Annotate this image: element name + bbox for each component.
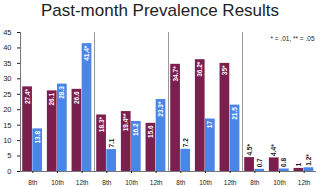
svg-text:17: 17 xyxy=(206,121,213,129)
svg-text:8th: 8th xyxy=(28,179,37,185)
svg-text:35*: 35* xyxy=(221,65,228,75)
svg-text:12th: 12th xyxy=(298,179,311,185)
svg-text:10th: 10th xyxy=(199,179,212,185)
svg-text:8th: 8th xyxy=(176,179,185,185)
svg-text:16.2: 16.2 xyxy=(132,123,139,136)
svg-text:10th: 10th xyxy=(51,179,64,185)
svg-text:25: 25 xyxy=(3,90,11,99)
svg-text:12th: 12th xyxy=(150,179,163,185)
svg-text:23.3*: 23.3* xyxy=(157,101,164,117)
svg-text:15: 15 xyxy=(3,121,11,130)
svg-text:1: 1 xyxy=(295,162,302,166)
svg-text:18.3*: 18.3* xyxy=(98,117,105,133)
svg-text:30: 30 xyxy=(3,74,11,83)
svg-text:8th: 8th xyxy=(102,179,111,185)
svg-text:0.8: 0.8 xyxy=(280,158,287,167)
svg-text:10: 10 xyxy=(3,136,11,145)
svg-text:7.1: 7.1 xyxy=(108,138,115,147)
svg-text:28.3: 28.3 xyxy=(58,86,65,99)
svg-text:34.7*: 34.7* xyxy=(172,66,179,82)
svg-text:35: 35 xyxy=(3,59,11,68)
svg-text:27.4*: 27.4* xyxy=(24,88,31,104)
svg-text:10th: 10th xyxy=(125,179,138,185)
svg-text:13.8: 13.8 xyxy=(34,130,41,143)
svg-text:10th: 10th xyxy=(273,179,286,185)
svg-text:8th: 8th xyxy=(250,179,259,185)
svg-text:19.4**: 19.4** xyxy=(122,113,129,131)
svg-text:40: 40 xyxy=(3,43,11,52)
svg-text:45: 45 xyxy=(3,28,11,37)
svg-text:* = .01, ** = .05: * = .01, ** = .05 xyxy=(270,35,314,42)
svg-text:20: 20 xyxy=(3,105,11,114)
svg-text:12th: 12th xyxy=(76,179,89,185)
svg-text:41.4*: 41.4* xyxy=(83,45,90,61)
svg-text:7.2: 7.2 xyxy=(182,138,189,147)
svg-text:15.6: 15.6 xyxy=(147,125,154,138)
svg-text:26.6: 26.6 xyxy=(73,91,80,104)
svg-text:21.5: 21.5 xyxy=(231,107,238,120)
svg-text:26.1: 26.1 xyxy=(48,93,55,106)
svg-text:12th: 12th xyxy=(224,179,237,185)
svg-text:0: 0 xyxy=(7,167,11,176)
svg-text:1.2*: 1.2* xyxy=(305,154,312,166)
svg-text:4.4*: 4.4* xyxy=(270,144,277,156)
svg-text:4.5*: 4.5* xyxy=(246,144,253,156)
html-text:Past-month Prevalence Results: Past-month Prevalence Results xyxy=(40,1,279,20)
svg-text:5: 5 xyxy=(7,151,11,160)
svg-text:0.7: 0.7 xyxy=(256,158,263,167)
svg-text:36.2*: 36.2* xyxy=(196,61,203,77)
